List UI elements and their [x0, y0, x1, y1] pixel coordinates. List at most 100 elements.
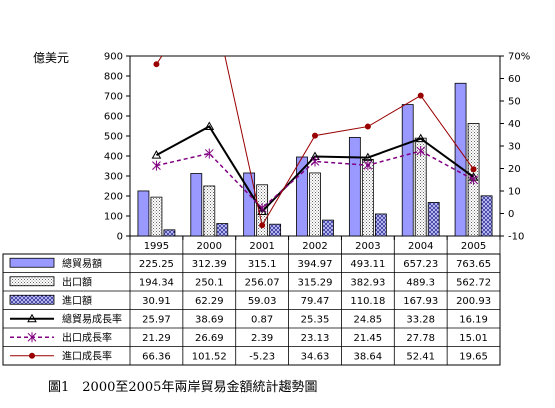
point-進口成長率-2003: [364, 123, 371, 130]
table-cell: 312.39: [192, 259, 227, 270]
x-axis-category-label: 2003: [355, 241, 380, 252]
point-進口成長率-2004: [417, 92, 424, 99]
bar-總貿易額-2001: [243, 172, 256, 237]
table-cell: 25.97: [142, 314, 171, 325]
point-出口成長率-2000: [204, 148, 214, 159]
legend-label-出口成長率: 出口成長率: [62, 331, 112, 344]
table-cell: 315.1: [248, 259, 277, 270]
data-table: 總貿易額 225.25 312.39 315.1 394.97 493.11 657.23 7…: [2, 236, 501, 366]
bar-進口額-1995: [163, 229, 176, 237]
bar-進口額-2002: [322, 219, 334, 237]
table-cell: 66.36: [142, 351, 171, 362]
legend-key-出口額: [9, 276, 55, 287]
left-axis-tick-label: 300: [104, 172, 123, 183]
table-cell: 23.13: [301, 333, 330, 344]
x-axis-category-label: 2004: [408, 241, 433, 252]
point-出口成長率-2002: [310, 156, 320, 167]
table-cell: 101.52: [192, 351, 227, 362]
table-cell: 25.35: [301, 314, 330, 325]
legend-label-總貿易額: 總貿易額: [62, 257, 102, 270]
point-進口成長率-2001: [259, 222, 266, 229]
axis-layer: 0 100 200 300 400 500 600 700 800 900 -10 0 10 20 30 40…: [104, 52, 530, 253]
bar-總貿易額-2004: [401, 104, 414, 237]
legend-key-總貿易額: [9, 257, 55, 268]
point-總貿易成長率-1995: [151, 150, 162, 159]
table-cell: 24.85: [354, 314, 383, 325]
right-axis-tick-label: 50: [508, 97, 521, 108]
table-cell: 256.07: [245, 277, 280, 288]
table-cell: 394.97: [298, 259, 333, 270]
legend-marker-進口成長率: [29, 352, 35, 359]
table-cell: 315.29: [298, 277, 333, 288]
left-axis-tick-label: 900: [104, 52, 123, 63]
x-axis-category-label: 1995: [144, 241, 169, 252]
point-總貿易成長率-2001: [257, 206, 268, 216]
table-cell: 167.93: [403, 296, 438, 307]
table-cell: 30.91: [142, 296, 171, 307]
line-series-layer: [151, 56, 479, 229]
table-cell: 62.29: [195, 296, 224, 307]
bar-進口額-2000: [216, 223, 229, 237]
table-cell: 52.41: [406, 351, 435, 362]
point-總貿易成長率-2000: [204, 121, 215, 130]
legend-key-進口額: [9, 294, 55, 305]
table-cell: 489.3: [406, 277, 435, 288]
table-cell: 34.63: [301, 351, 330, 362]
point-總貿易成長率-2004: [415, 133, 426, 143]
table-cell: 21.29: [142, 333, 171, 344]
bar-進口額-2005: [480, 195, 493, 237]
bar-總貿易額-1995: [137, 190, 150, 237]
table-cell: 110.18: [350, 296, 385, 307]
legend-marker-出口成長率: [27, 332, 37, 343]
table-cell: 59.03: [248, 296, 277, 307]
legend-label-總貿易成長率: 總貿易成長率: [62, 312, 122, 325]
table-cell: 26.69: [195, 333, 224, 344]
figure-caption: 圖1 2000至2005年兩岸貿易金額統計趨勢圖: [48, 380, 318, 395]
table-cell: 21.45: [354, 333, 383, 344]
legend-label-出口額: 出口額: [62, 275, 92, 288]
table-cell: 657.23: [403, 259, 438, 270]
x-axis-category-label: 2000: [197, 241, 222, 252]
point-出口成長率-2001: [257, 203, 267, 214]
right-axis-tick-label: 10: [508, 187, 521, 198]
right-axis-tick-label: 40: [508, 119, 521, 130]
left-axis-tick-label: 200: [104, 192, 123, 203]
point-進口成長率-2005: [470, 166, 477, 173]
table-cell: 382.93: [350, 277, 385, 288]
bar-總貿易額-2000: [190, 173, 203, 237]
point-出口成長率-2003: [363, 160, 373, 171]
table-cell: 250.1: [195, 277, 224, 288]
right-axis-tick-label: -10: [508, 232, 524, 243]
table-cell: 194.34: [139, 277, 174, 288]
bar-出口額-2000: [203, 185, 216, 237]
right-axis-tick-label: 60: [508, 74, 521, 85]
legend-label-進口成長率: 進口成長率: [62, 349, 112, 362]
point-出口成長率-1995: [152, 160, 161, 171]
table-cell: 33.28: [406, 314, 435, 325]
left-axis-tick-label: 0: [117, 232, 123, 243]
table-cell: 225.25: [139, 259, 174, 270]
trade-chart: 0 100 200 300 400 500 600 700 800 900 -10 0 10 20 30 40…: [2, 51, 530, 366]
right-axis-tick-label: 20: [508, 164, 521, 175]
table-cell: 562.72: [456, 277, 491, 288]
bar-出口額-1995: [150, 196, 163, 237]
table-cell: 2.39: [251, 333, 273, 344]
point-出口成長率-2004: [416, 145, 426, 156]
legend-label-進口額: 進口額: [62, 294, 92, 307]
left-axis-tick-label: 600: [104, 112, 123, 123]
left-axis-tick-label: 800: [104, 72, 123, 83]
right-axis-tick-label: 0: [508, 209, 514, 220]
left-axis-tick-label: 400: [104, 152, 123, 163]
bar-進口額-2003: [374, 213, 387, 237]
left-axis-tick-label: 500: [104, 132, 123, 143]
table-cell: 19.65: [459, 351, 488, 362]
y-axis-unit-label: 億美元: [33, 51, 69, 65]
table-cell: 0.87: [251, 314, 273, 325]
bar-出口額-2003: [361, 159, 374, 237]
bar-進口額-2004: [427, 202, 440, 237]
bar-出口額-2002: [309, 172, 321, 237]
bar-進口額-2001: [269, 223, 282, 237]
bar-總貿易額-2003: [348, 136, 361, 237]
legend-marker-總貿易成長率: [27, 313, 37, 323]
